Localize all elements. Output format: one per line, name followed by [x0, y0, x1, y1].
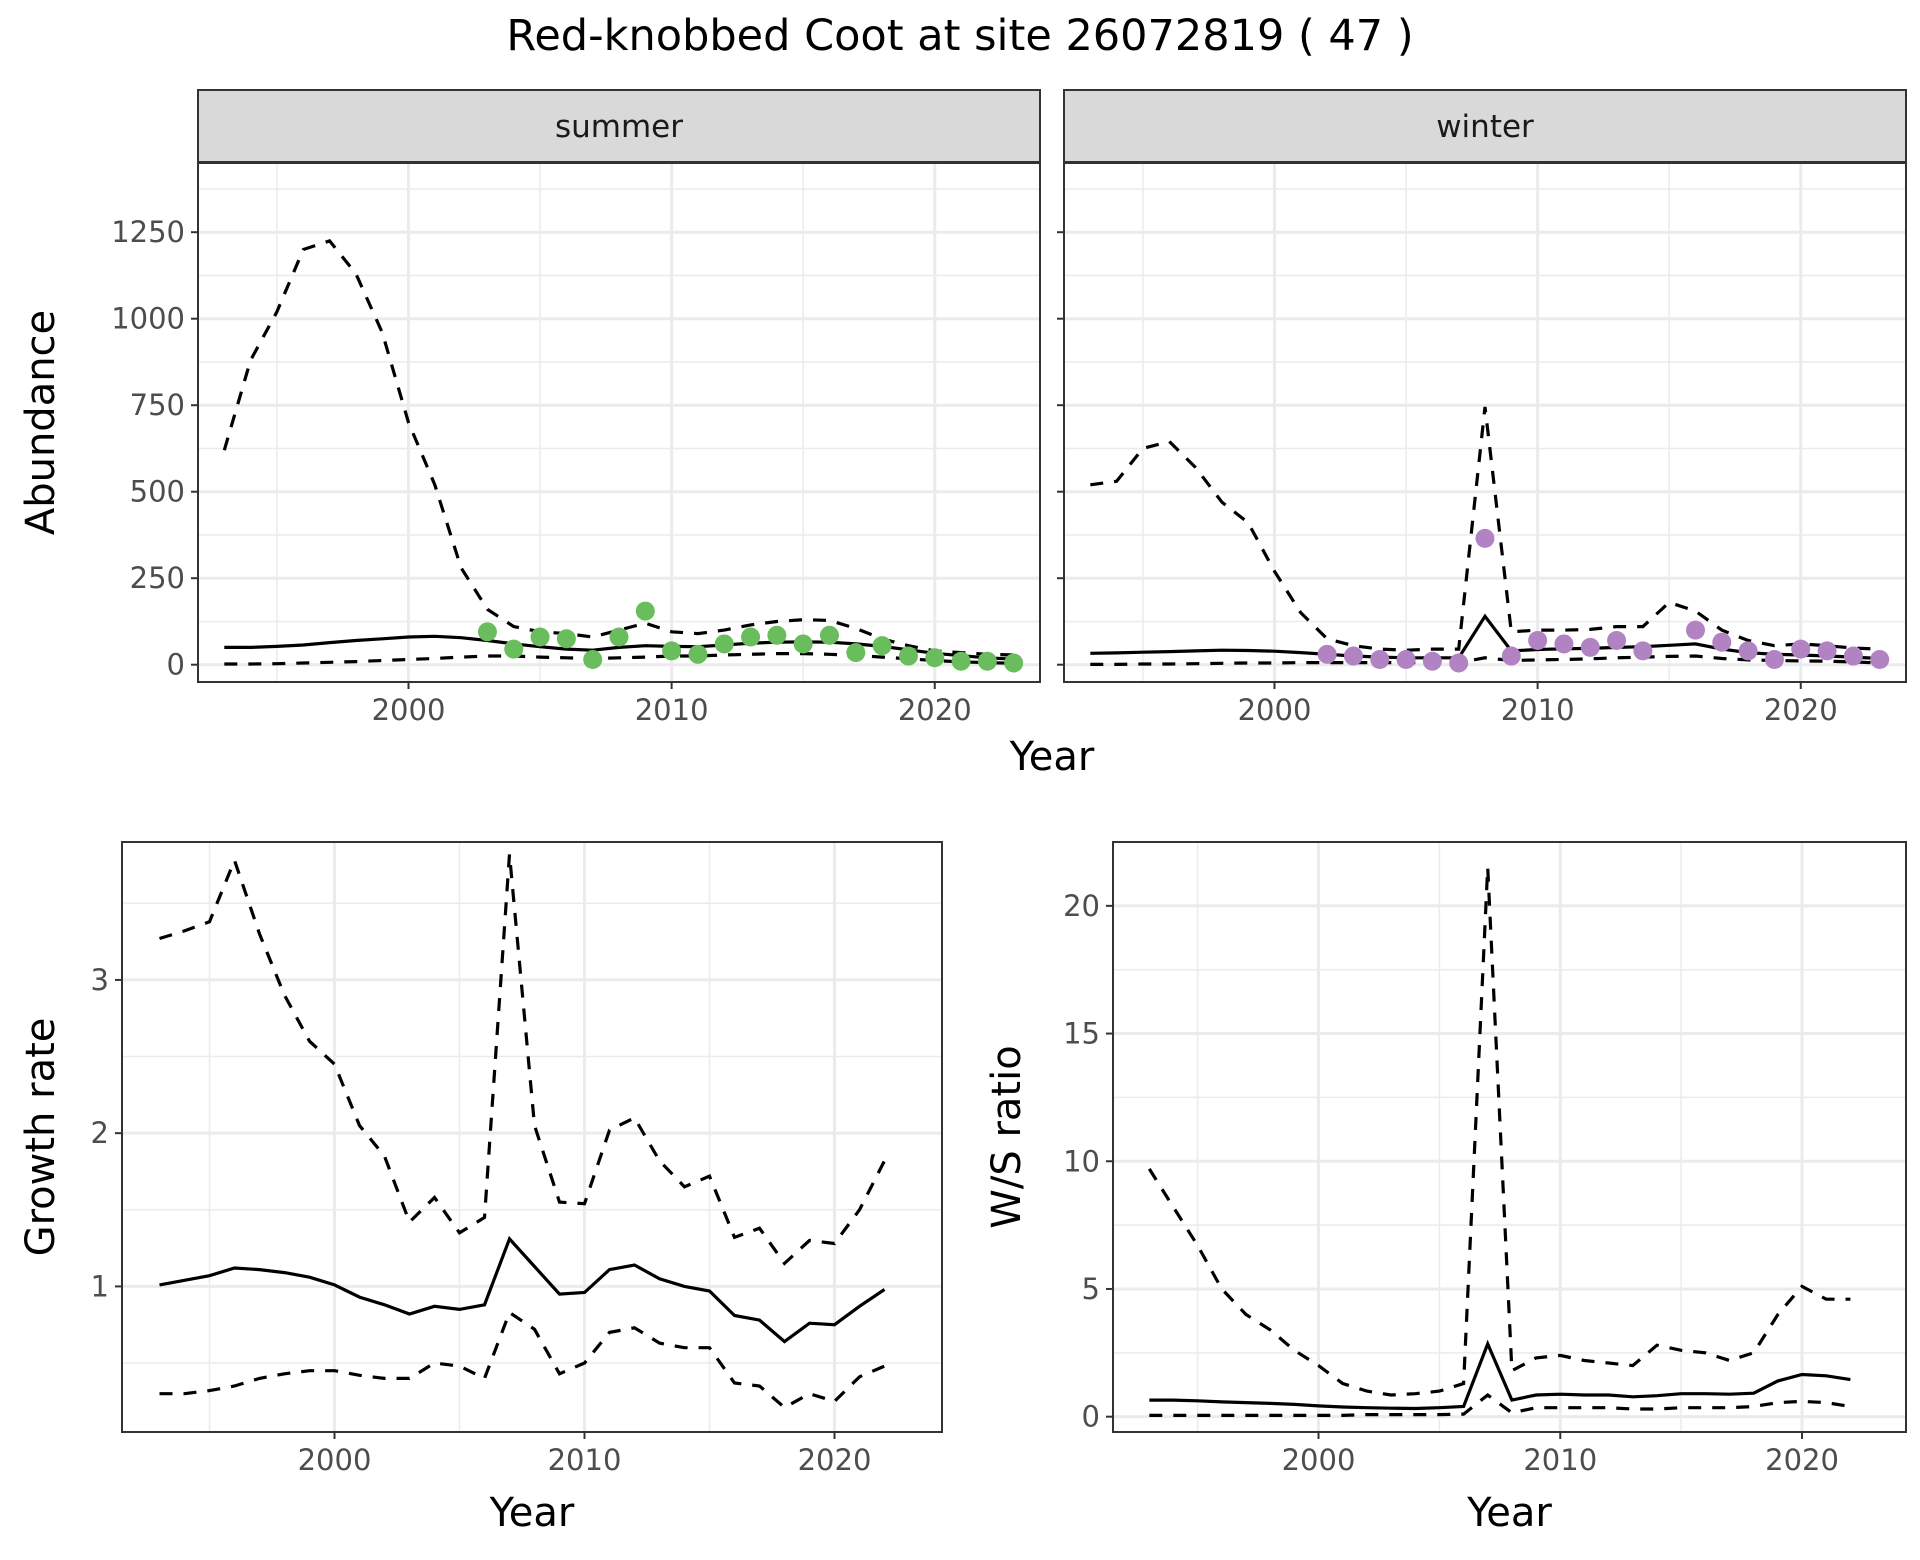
y-tick-label: 750: [130, 388, 185, 422]
y-tick-label: 1: [91, 1269, 109, 1303]
x-axis-title: Year: [489, 1490, 575, 1536]
upper-ci-line: [159, 854, 886, 1266]
observed-point: [504, 639, 524, 659]
y-tick-label: 250: [130, 561, 185, 595]
observed-point: [1712, 632, 1732, 652]
y-axis-title: Abundance: [18, 310, 64, 535]
observed-point: [1422, 651, 1442, 671]
x-tick-label: 2010: [635, 693, 709, 727]
estimate-line: [1149, 1339, 1851, 1411]
y-tick-label: 500: [130, 475, 185, 509]
observed-point: [1554, 634, 1574, 654]
panel-panel3: 2000 2010 2020 0 5 10 15 20 W/S ratio Year: [984, 841, 1907, 1536]
shared-x-axis-title: Year: [1009, 734, 1095, 780]
panel-border: [1112, 841, 1907, 1433]
y-tick-label: 20: [1063, 889, 1100, 923]
observed-point: [872, 636, 892, 656]
y-tick-label: 0: [167, 648, 185, 682]
x-tick-label: 2010: [1501, 693, 1575, 727]
y-axis-title: Growth rate: [18, 1018, 64, 1257]
observed-point: [925, 648, 945, 668]
panel-panel2: 2000 2010 2020 1 2 3 Growth rate Year: [18, 841, 943, 1536]
observed-point: [635, 601, 655, 621]
observed-point: [1528, 630, 1548, 650]
x-tick-label: 2020: [1765, 1443, 1839, 1477]
y-tick-label: 2: [91, 1116, 109, 1150]
x-tick-label: 2000: [1238, 693, 1312, 727]
observed-point: [583, 650, 603, 670]
observed-point: [898, 646, 918, 666]
x-tick-label: 2010: [548, 1443, 622, 1477]
observed-point: [1317, 644, 1337, 664]
observed-point: [846, 643, 866, 663]
x-axis-title: Year: [1466, 1490, 1552, 1536]
observed-point: [1633, 641, 1653, 661]
observed-point: [741, 627, 761, 647]
observed-point: [951, 651, 971, 671]
lower-ci-line: [159, 1310, 886, 1410]
observed-point: [1843, 646, 1863, 666]
observed-point: [1580, 637, 1600, 657]
upper-ci-line: [1090, 406, 1880, 652]
observed-point: [1764, 650, 1784, 670]
x-tick-label: 2020: [898, 693, 972, 727]
observed-point: [1004, 653, 1024, 673]
observed-point: [767, 625, 787, 645]
upper-ci-line: [1147, 867, 1851, 1397]
y-axis-title: W/S ratio: [984, 1045, 1030, 1228]
observed-point: [1475, 528, 1495, 548]
observed-point: [530, 627, 550, 647]
x-tick-label: 2000: [1282, 1443, 1356, 1477]
observed-point: [1686, 620, 1705, 640]
observed-point: [1396, 650, 1416, 670]
panel-winter: winter 2000 2010 2020: [1057, 89, 1907, 727]
observed-point: [662, 641, 682, 661]
y-tick-label: 15: [1063, 1017, 1100, 1051]
x-tick-label: 2020: [798, 1443, 872, 1477]
panel-background: [1113, 842, 1906, 1432]
facet-strip: [1063, 89, 1907, 163]
facet-strip: [197, 89, 1041, 163]
facet-strip-label: winter: [1436, 109, 1534, 145]
facet-strip-label: summer: [555, 109, 683, 145]
observed-point: [688, 644, 708, 664]
observed-point: [1817, 641, 1837, 661]
panel-border: [121, 841, 943, 1433]
y-tick-label: 1250: [111, 215, 185, 249]
y-tick-label: 5: [1082, 1272, 1100, 1306]
panel-background: [122, 842, 942, 1432]
observed-point: [714, 634, 734, 654]
panel-background: [1064, 163, 1906, 682]
x-tick-label: 2000: [298, 1443, 372, 1477]
observed-point: [1738, 641, 1758, 661]
observed-point: [1343, 646, 1363, 666]
figure-title: Red-knobbed Coot at site 26072819 ( 47 ): [506, 11, 1413, 61]
observed-point: [1870, 650, 1890, 670]
observed-point: [1449, 653, 1469, 673]
estimate-line: [159, 1235, 886, 1344]
y-tick-label: 1000: [111, 302, 185, 336]
panel-summer: summer 2000 2010 2020 0 250 500 750 1000 1250 Abun…: [18, 89, 1041, 727]
observed-point: [556, 629, 576, 649]
observed-point: [1370, 650, 1390, 670]
lower-ci-line: [1149, 1392, 1851, 1417]
observed-point: [793, 634, 813, 654]
x-tick-label: 2010: [1523, 1443, 1597, 1477]
y-tick-label: 10: [1063, 1144, 1100, 1178]
panel-background: [198, 163, 1040, 682]
y-tick-label: 0: [1082, 1400, 1100, 1434]
observed-point: [1791, 639, 1811, 659]
lower-ci-line: [224, 652, 1014, 666]
observed-point: [977, 651, 997, 671]
observed-point: [820, 625, 839, 645]
observed-point: [477, 622, 497, 642]
observed-point: [609, 627, 629, 647]
y-tick-label: 3: [91, 963, 109, 997]
observed-point: [1607, 630, 1627, 650]
x-tick-label: 2000: [372, 693, 446, 727]
observed-point: [1501, 646, 1521, 666]
x-tick-label: 2020: [1764, 693, 1838, 727]
